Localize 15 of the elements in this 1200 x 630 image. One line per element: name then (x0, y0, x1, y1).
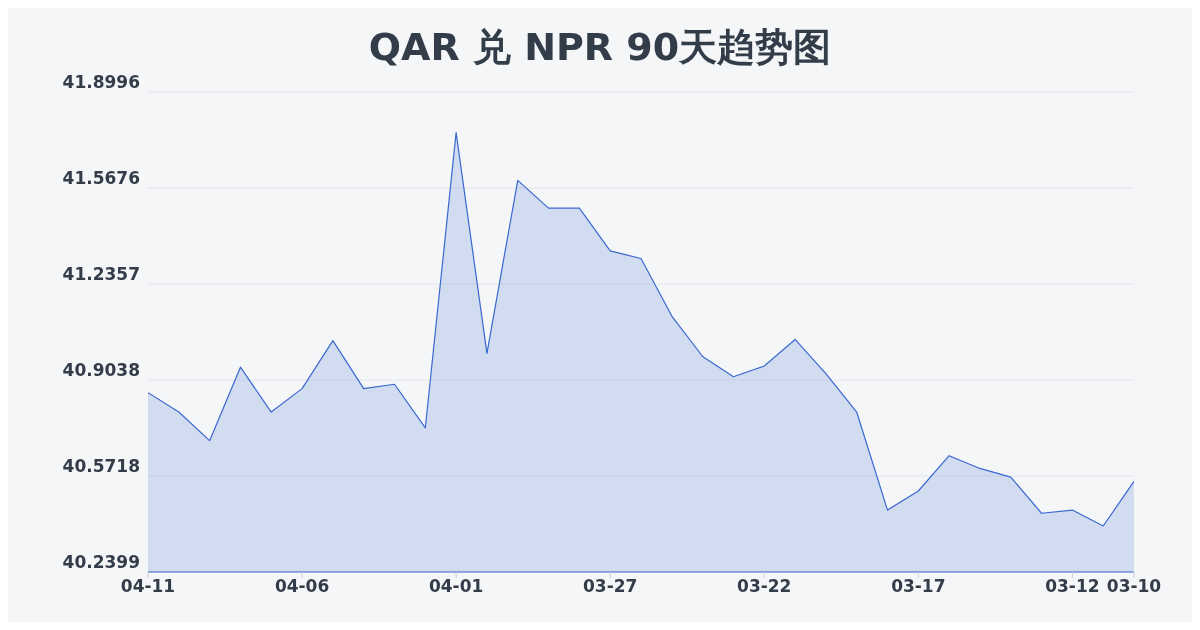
x-tick-label: 04-06 (274, 576, 330, 597)
y-tick-label: 40.9038 (62, 360, 140, 381)
x-tick-label: 03-17 (891, 576, 946, 597)
y-tick-label: 41.5676 (62, 168, 140, 189)
x-tick-label: 04-01 (428, 576, 484, 597)
y-tick-label: 41.2357 (62, 264, 140, 285)
y-tick-label: 41.8996 (62, 72, 140, 93)
y-tick-label: 40.2399 (62, 552, 140, 573)
y-tick-label: 40.5718 (62, 456, 140, 477)
x-tick-label: 03-22 (737, 576, 792, 597)
x-tick-label: 04-11 (120, 576, 176, 597)
x-tick-label: 03-12 (1045, 576, 1100, 597)
x-tick-label: 03-10 (1106, 576, 1162, 597)
chart-title: QAR 兑 NPR 90天趋势图 (367, 24, 833, 69)
x-tick-label: 03-27 (583, 576, 638, 597)
